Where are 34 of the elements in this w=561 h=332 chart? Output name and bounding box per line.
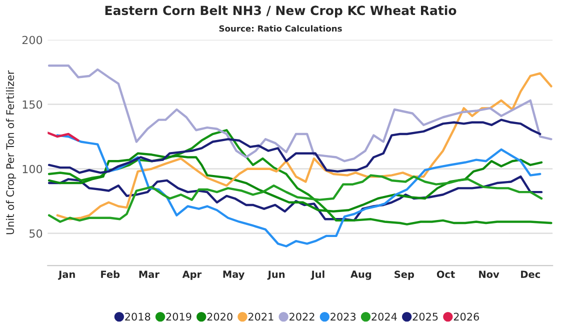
legend-label: 2020 (207, 312, 232, 321)
line-series (48, 64, 552, 162)
x-tick-label: Jan (58, 270, 75, 280)
x-tick-label: Oct (436, 270, 455, 278)
x-tick-label: Apr (182, 270, 202, 280)
x-tick-label: Feb (101, 270, 120, 278)
legend-label: 2018 (125, 312, 150, 321)
x-tick-label: Jun (267, 270, 285, 280)
x-tick-label: Sep (394, 270, 414, 280)
x-tick-label: Dec (521, 270, 540, 278)
chart-title: Eastern Corn Belt NH3 / New Crop KC Wheat Ratio (105, 5, 456, 18)
line-series (48, 118, 542, 174)
y-tick-label: 150 (22, 100, 42, 109)
line-series (56, 72, 552, 220)
x-tick-label: Mar (139, 270, 160, 278)
line-series (56, 134, 542, 248)
x-tick-label: May (223, 270, 245, 280)
line-series (48, 132, 80, 142)
legend-label: 2024 (372, 312, 397, 321)
chart-subtitle: Source: Ratio Calculations (219, 25, 342, 32)
legend-label: 2019 (166, 312, 192, 321)
legend-label: 2026 (454, 312, 479, 321)
x-tick-label: Nov (479, 270, 500, 278)
line-series (48, 129, 552, 226)
legend-label: 2023 (330, 312, 356, 321)
y-tick-label: 200 (22, 36, 42, 44)
y-tick-label: 50 (30, 229, 42, 238)
legend-label: 2022 (290, 312, 314, 321)
legend-label: 2021 (248, 312, 274, 321)
legend-label: 2025 (412, 312, 438, 321)
y-tick-label: 100 (22, 164, 42, 174)
x-tick-label: Jul (310, 270, 324, 280)
x-tick-label: Aug (350, 270, 372, 280)
y-axis-title: Unit of Crop Per Ton of Fertilizer (6, 70, 16, 234)
